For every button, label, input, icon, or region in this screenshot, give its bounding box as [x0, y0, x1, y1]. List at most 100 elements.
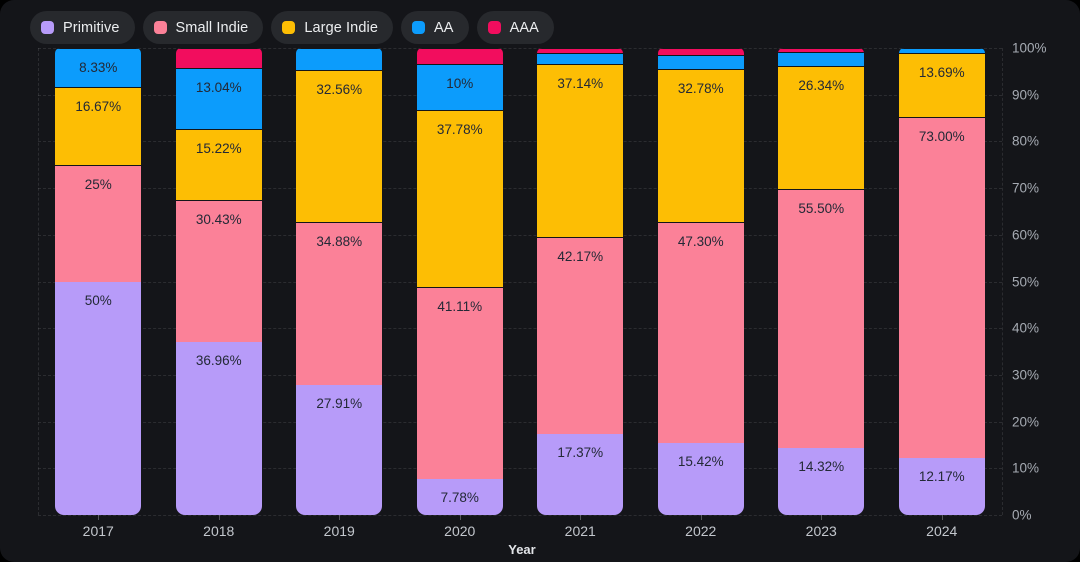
- x-axis-tick: [98, 515, 100, 520]
- segment-value-label: 15.42%: [677, 454, 724, 469]
- bar-segment-2021-large-indie[interactable]: 37.14%: [537, 63, 624, 237]
- legend-swatch-icon: [282, 21, 296, 34]
- segment-value-label: 27.91%: [316, 395, 363, 411]
- legend-label: Large Indie: [304, 19, 379, 36]
- x-axis-tick-label-2020: 2020: [444, 523, 476, 539]
- segment-value-label: 42.17%: [557, 248, 604, 264]
- segment-value-label: 50%: [84, 292, 112, 308]
- bar-segment-2020-large-indie[interactable]: 37.78%: [416, 110, 503, 287]
- segment-value-label: 14.32%: [798, 459, 845, 475]
- legend-label: AAA: [509, 19, 539, 36]
- bar-segment-2022-small-indie[interactable]: 47.30%: [657, 222, 744, 443]
- bar-segment-2024-aa[interactable]: [898, 48, 985, 54]
- segment-value-label: 37.14%: [557, 75, 604, 91]
- stacked-bar-2021[interactable]: 17.37% 42.17% 37.14%: [537, 48, 624, 515]
- bar-segment-2023-primitive[interactable]: 14.32%: [778, 448, 865, 515]
- segment-value-label: 32.56%: [316, 81, 363, 97]
- segment-value-label: 12.17%: [918, 469, 965, 485]
- legend-item-large-indie[interactable]: Large Indie: [271, 11, 394, 44]
- segment-value-label: 73.00%: [918, 129, 965, 145]
- bar-segment-2023-small-indie[interactable]: 55.50%: [778, 188, 865, 449]
- bar-segment-2020-aa[interactable]: 10%: [416, 63, 503, 111]
- bar-segment-2019-aa[interactable]: [296, 48, 383, 70]
- segment-value-label: 26.34%: [798, 77, 845, 93]
- segment-value-label: 47.30%: [677, 234, 724, 250]
- segment-value-label: 10%: [446, 75, 474, 91]
- segment-value-label: 41.11%: [437, 298, 483, 314]
- bar-segment-2023-aa[interactable]: [778, 51, 865, 66]
- y-axis-tick-label: 10%: [1012, 460, 1040, 476]
- bar-segment-2017-large-indie[interactable]: 16.67%: [55, 86, 142, 165]
- bar-segment-2017-small-indie[interactable]: 25%: [55, 164, 142, 282]
- stacked-bar-2024[interactable]: 12.17% 73.00% 13.69%: [898, 48, 985, 515]
- stacked-bar-2023[interactable]: 14.32% 55.50% 26.34%: [778, 48, 865, 515]
- x-axis-tick: [218, 515, 220, 520]
- legend-label: Small Indie: [175, 19, 249, 36]
- bar-segment-2018-large-indie[interactable]: 15.22%: [175, 129, 262, 201]
- bar-segment-2018-aaa[interactable]: [175, 48, 262, 69]
- bar-segment-2024-small-indie[interactable]: 73.00%: [898, 117, 985, 459]
- y-gridline: [38, 515, 1002, 516]
- bar-segment-2021-primitive[interactable]: 17.37%: [537, 433, 624, 515]
- stacked-bar-2017[interactable]: 50% 25% 16.67% 8.33%: [55, 48, 142, 515]
- bar-segment-2017-primitive[interactable]: 50%: [55, 281, 142, 515]
- x-axis-tick: [700, 515, 702, 520]
- bar-segment-2018-aa[interactable]: 13.04%: [175, 68, 262, 130]
- y-axis-tick-label: 80%: [1012, 133, 1040, 149]
- y-gridline: [38, 48, 1002, 49]
- segment-value-label: 17.37%: [557, 444, 604, 460]
- x-axis-tick: [941, 515, 943, 520]
- y-gridline: [38, 374, 1002, 376]
- bar-segment-2022-primitive[interactable]: 15.42%: [657, 443, 744, 515]
- bar-segment-2022-aa[interactable]: [657, 55, 744, 70]
- y-gridline: [38, 281, 1002, 283]
- bar-segment-2020-aaa[interactable]: [416, 48, 503, 64]
- y-axis-tick-label: 20%: [1012, 414, 1040, 430]
- bar-segment-2024-large-indie[interactable]: 13.69%: [898, 53, 985, 118]
- stacked-bar-2022[interactable]: 15.42% 47.30% 32.78%: [657, 48, 744, 515]
- bar-segment-2021-aaa[interactable]: [537, 48, 624, 53]
- segment-value-label: 13.69%: [918, 65, 965, 81]
- x-axis-tick-label-2021: 2021: [564, 523, 596, 539]
- bar-segment-2017-aa[interactable]: 8.33%: [55, 48, 142, 87]
- legend-swatch-icon: [153, 21, 167, 34]
- y-axis-tick-label: 70%: [1012, 180, 1040, 196]
- stacked-bar-2019[interactable]: 27.91% 34.88% 32.56%: [296, 48, 383, 515]
- x-axis-tick: [580, 515, 582, 520]
- legend-swatch-icon: [412, 21, 426, 34]
- bar-segment-2020-primitive[interactable]: 7.78%: [416, 478, 503, 515]
- bar-segment-2023-aaa[interactable]: [778, 48, 865, 52]
- x-axis-tick: [459, 515, 461, 520]
- legend-swatch-icon: [487, 21, 501, 34]
- segment-value-label: 55.50%: [798, 200, 845, 216]
- legend-item-aaa[interactable]: AAA: [476, 11, 554, 44]
- y-axis-tick-label: 0%: [1012, 507, 1032, 523]
- y-axis-tick-label: 90%: [1012, 87, 1040, 103]
- legend-item-aa[interactable]: AA: [401, 11, 469, 44]
- bar-segment-2019-primitive[interactable]: 27.91%: [296, 384, 383, 515]
- legend-item-small-indie[interactable]: Small Indie: [142, 11, 264, 44]
- legend-item-primitive[interactable]: Primitive: [30, 11, 135, 44]
- segment-value-label: 25%: [84, 176, 112, 192]
- bar-segment-2019-small-indie[interactable]: 34.88%: [296, 221, 383, 385]
- segment-value-label: 34.88%: [316, 233, 363, 249]
- bar-segment-2020-small-indie[interactable]: 41.11%: [416, 286, 503, 479]
- x-axis-tick-label-2019: 2019: [323, 523, 355, 539]
- x-axis-tick-label-2024: 2024: [926, 523, 958, 539]
- stacked-bar-2018[interactable]: 36.96% 30.43% 15.22% 13.04%: [175, 48, 262, 515]
- bar-segment-2024-primitive[interactable]: 12.17%: [898, 458, 985, 515]
- legend-label: AA: [434, 19, 454, 36]
- bar-segment-2022-aaa[interactable]: [657, 48, 744, 56]
- bar-segment-2023-large-indie[interactable]: 26.34%: [778, 65, 865, 189]
- bar-segment-2021-aa[interactable]: [537, 52, 624, 64]
- bar-segment-2021-small-indie[interactable]: 42.17%: [537, 236, 624, 434]
- y-axis-tick-label: 60%: [1012, 227, 1040, 243]
- bar-segment-2018-primitive[interactable]: 36.96%: [175, 342, 262, 515]
- bar-segment-2018-small-indie[interactable]: 30.43%: [175, 200, 262, 343]
- bar-segment-2019-large-indie[interactable]: 32.56%: [296, 69, 383, 222]
- bar-segment-2022-large-indie[interactable]: 32.78%: [657, 69, 744, 223]
- y-gridline: [38, 94, 1002, 96]
- stacked-bar-2020[interactable]: 7.78% 41.11% 37.78% 10%: [416, 48, 503, 515]
- segment-value-label: 30.43%: [195, 212, 242, 228]
- x-axis-tick-label-2022: 2022: [685, 523, 717, 539]
